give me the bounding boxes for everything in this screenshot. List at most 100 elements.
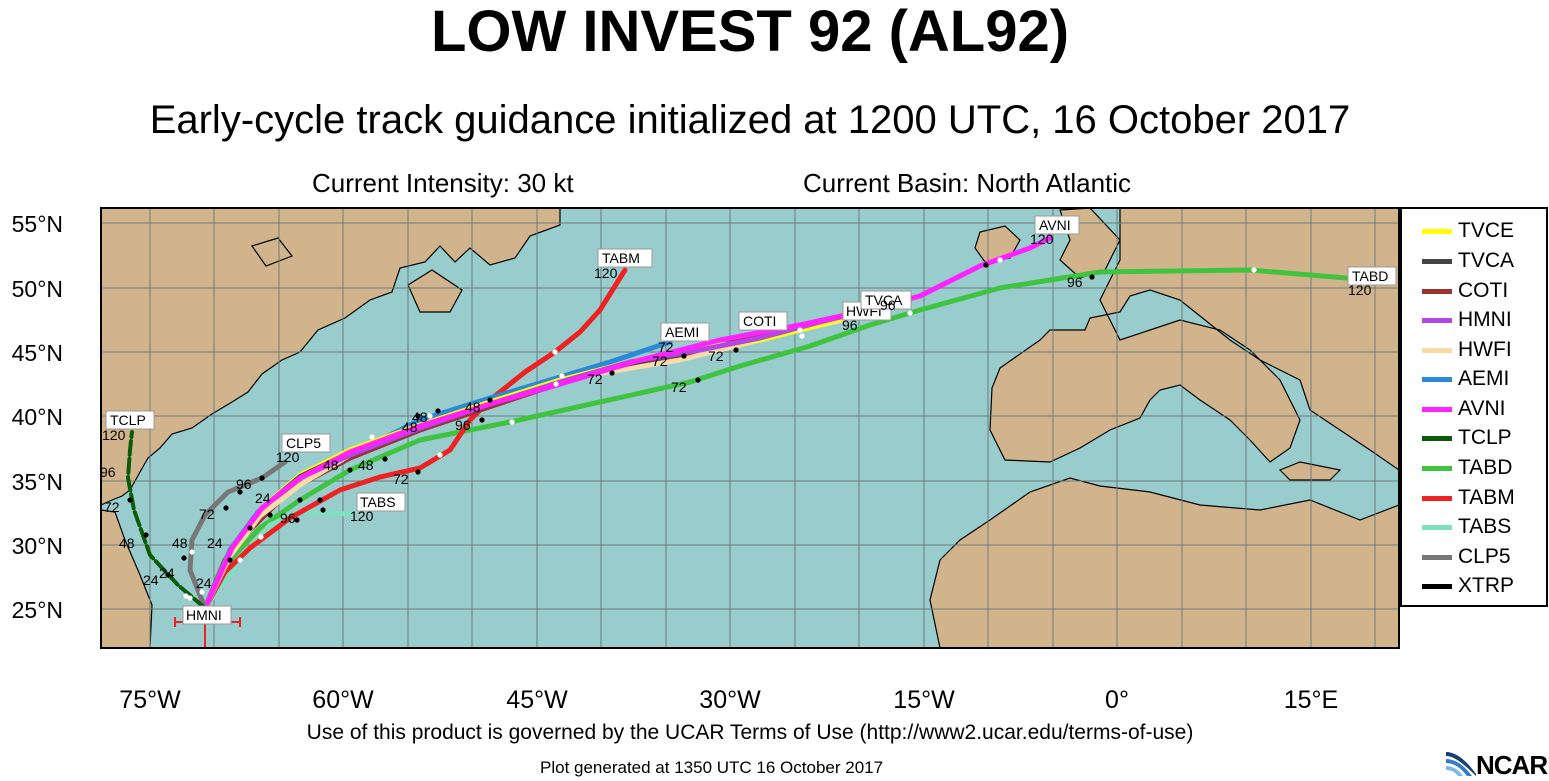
legend-label: TVCE [1458, 219, 1515, 242]
label-tclp: TCLP [110, 412, 146, 428]
lat-label-40: 40°N [11, 404, 63, 430]
label-hour-96a: 96 [455, 417, 471, 433]
label-tabd-hour: 120 [1348, 282, 1372, 298]
lon-label-45w: 45°W [506, 686, 568, 714]
label-box-coti [738, 311, 788, 331]
legend-swatch [1422, 583, 1452, 589]
legend-swatch [1422, 288, 1452, 294]
label-tclp-hour: 120 [102, 427, 126, 443]
legend-label: HWFI [1458, 338, 1512, 361]
legend-swatch [1422, 465, 1452, 471]
legend-item-tabm: TABM [1422, 483, 1515, 513]
legend-swatch [1422, 317, 1452, 323]
ncar-logo-text: NCAR [1476, 750, 1548, 780]
label-hour-24a: 24 [255, 490, 271, 506]
label-box-tabm [597, 248, 653, 268]
legend-swatch [1422, 228, 1452, 234]
label-hour-48b: 48 [358, 457, 374, 473]
label-aemi-hour: 72 [658, 339, 674, 355]
label-tvca: TVCA [865, 292, 903, 308]
lon-label-0: 0° [1105, 686, 1129, 714]
lat-label-25: 25°N [11, 597, 63, 623]
track-tabd [202, 267, 1373, 611]
label-tclp-hour24: 24 [143, 572, 159, 588]
legend-item-hwfi: HWFI [1422, 335, 1512, 365]
legend-item-tvca: TVCA [1422, 246, 1514, 276]
label-hour-48e: 48 [465, 399, 481, 415]
label-aemi: AEMI [665, 324, 699, 340]
label-tabm-hour: 120 [594, 265, 618, 281]
legend-swatch [1422, 495, 1452, 501]
legend-item-coti: COTI [1422, 276, 1508, 306]
legend-item-tabd: TABD [1422, 453, 1512, 483]
label-tabs: TABS [360, 494, 396, 510]
label-tabs-hour: 120 [350, 508, 374, 524]
page-title: LOW INVEST 92 (AL92) [430, 0, 1070, 64]
label-clp5-hour: 120 [276, 449, 300, 465]
label-box-tclp [105, 410, 155, 430]
label-tclp-hour48: 48 [119, 535, 135, 551]
lat-label-35: 35°N [11, 469, 63, 495]
label-coti-hour: 72 [708, 348, 724, 364]
label-box-tabd [1347, 266, 1397, 286]
timestep-markers-black [127, 262, 1095, 578]
lon-label-30w: 30°W [699, 686, 761, 714]
legend-swatch [1422, 554, 1452, 560]
label-hour-48a: 48 [323, 457, 339, 473]
label-hour-72c: 72 [652, 353, 668, 369]
legend-label: CLP5 [1458, 545, 1511, 568]
legend-item-clp5: CLP5 [1422, 542, 1511, 572]
ncar-wave-icon [1446, 752, 1476, 776]
track-tclp [126, 430, 207, 610]
legend-swatch [1422, 435, 1452, 441]
label-hour-48d: 48 [412, 409, 428, 425]
legend: TVCE TVCA COTI HMNI HWFI AEMI AVNI TCLP … [1400, 207, 1548, 607]
lon-label-15w: 15°W [893, 686, 955, 714]
current-basin: Current Basin: North Atlantic [803, 168, 1132, 198]
track-avni [202, 235, 1053, 611]
track-tabs [202, 509, 353, 611]
label-clp5-hour72: 72 [199, 506, 215, 522]
lat-label-50: 50°N [11, 276, 63, 302]
legend-swatch [1422, 376, 1452, 382]
label-tabd: TABD [1352, 268, 1388, 284]
label-hour-72d: 72 [671, 379, 687, 395]
label-box-tvca [860, 290, 912, 310]
label-hour-72b: 72 [587, 371, 603, 387]
lon-label-15e: 15°E [1283, 686, 1339, 714]
timestep-markers-white [183, 257, 1257, 601]
label-tclp-hour96: 96 [100, 464, 116, 480]
lat-label-30: 30°N [11, 533, 63, 559]
legend-label: TCLP [1458, 426, 1512, 449]
label-avni-hour: 120 [1030, 231, 1054, 247]
label-hour-24b: 24 [207, 535, 223, 551]
legend-label: AEMI [1458, 367, 1510, 390]
terms-of-use-notice: Use of this product is governed by the U… [306, 721, 1194, 744]
legend-label: TABM [1458, 486, 1515, 509]
map-border [100, 207, 1400, 649]
label-avni: AVNI [1039, 217, 1071, 233]
legend-swatch [1422, 524, 1452, 530]
legend-label: TVCA [1458, 249, 1515, 272]
lat-label-45: 45°N [11, 340, 63, 366]
legend-item-aemi: AEMI [1422, 364, 1509, 394]
label-box-tabs [356, 492, 406, 512]
label-tabd-hour96: 96 [1067, 274, 1083, 290]
legend-label: COTI [1458, 279, 1509, 302]
legend-label: TABS [1458, 515, 1512, 538]
legend-swatch [1422, 406, 1452, 412]
lon-label-75w: 75°W [119, 686, 181, 714]
legend-swatch [1422, 258, 1452, 264]
legend-item-tclp: TCLP [1422, 423, 1512, 453]
legend-swatch [1422, 347, 1452, 353]
label-clp5-hour24: 24 [159, 565, 175, 581]
label-tclp-hour72: 72 [104, 499, 120, 515]
label-box-clp5 [281, 433, 331, 453]
legend-label: AVNI [1458, 397, 1506, 420]
label-tabm: TABM [602, 250, 640, 266]
legend-item-tabs: TABS [1422, 512, 1511, 542]
plot-generated-timestamp: Plot generated at 1350 UTC 16 October 20… [540, 758, 884, 777]
label-coti: COTI [743, 313, 776, 329]
label-hour-72a: 72 [393, 471, 409, 487]
